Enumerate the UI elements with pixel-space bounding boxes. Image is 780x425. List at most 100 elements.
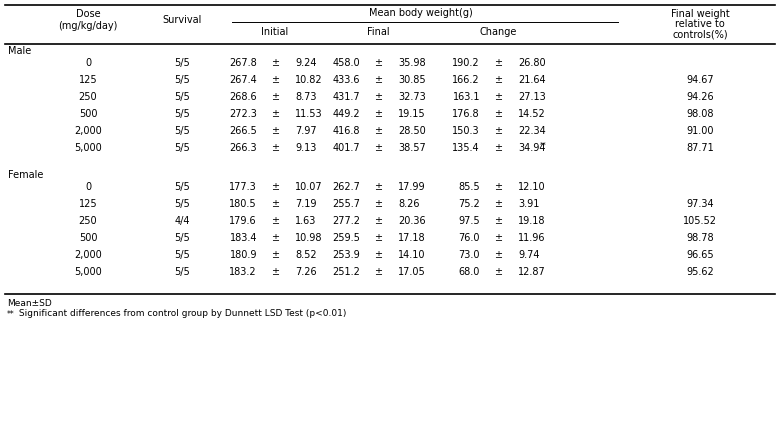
Text: 17.99: 17.99: [398, 182, 426, 192]
Text: ±: ±: [271, 233, 279, 243]
Text: 17.05: 17.05: [398, 267, 426, 277]
Text: 7.97: 7.97: [295, 126, 317, 136]
Text: 262.7: 262.7: [332, 182, 360, 192]
Text: 21.64: 21.64: [518, 75, 546, 85]
Text: 183.2: 183.2: [229, 267, 257, 277]
Text: ±: ±: [494, 233, 502, 243]
Text: ±: ±: [494, 216, 502, 226]
Text: ±: ±: [494, 109, 502, 119]
Text: 0: 0: [85, 182, 91, 192]
Text: Change: Change: [480, 27, 516, 37]
Text: 26.80: 26.80: [518, 58, 546, 68]
Text: 5/5: 5/5: [174, 267, 190, 277]
Text: 30.85: 30.85: [398, 75, 426, 85]
Text: 500: 500: [79, 109, 98, 119]
Text: 28.50: 28.50: [398, 126, 426, 136]
Text: 98.78: 98.78: [686, 233, 714, 243]
Text: 125: 125: [79, 75, 98, 85]
Text: 19.18: 19.18: [518, 216, 545, 226]
Text: ±: ±: [374, 126, 382, 136]
Text: (mg/kg/day): (mg/kg/day): [58, 21, 118, 31]
Text: 5/5: 5/5: [174, 199, 190, 209]
Text: 5/5: 5/5: [174, 143, 190, 153]
Text: 416.8: 416.8: [332, 126, 360, 136]
Text: ±: ±: [374, 233, 382, 243]
Text: 73.0: 73.0: [459, 250, 480, 260]
Text: ±: ±: [271, 199, 279, 209]
Text: 27.13: 27.13: [518, 92, 546, 102]
Text: controls(%): controls(%): [672, 29, 728, 39]
Text: ±: ±: [271, 75, 279, 85]
Text: ±: ±: [374, 58, 382, 68]
Text: 7.26: 7.26: [295, 267, 317, 277]
Text: 268.6: 268.6: [229, 92, 257, 102]
Text: 94.67: 94.67: [686, 75, 714, 85]
Text: 95.62: 95.62: [686, 267, 714, 277]
Text: 177.3: 177.3: [229, 182, 257, 192]
Text: ±: ±: [494, 182, 502, 192]
Text: 5/5: 5/5: [174, 250, 190, 260]
Text: 68.0: 68.0: [459, 267, 480, 277]
Text: 9.24: 9.24: [295, 58, 317, 68]
Text: 259.5: 259.5: [332, 233, 360, 243]
Text: ±: ±: [271, 143, 279, 153]
Text: 5/5: 5/5: [174, 126, 190, 136]
Text: 5/5: 5/5: [174, 58, 190, 68]
Text: ±: ±: [494, 199, 502, 209]
Text: ±: ±: [374, 143, 382, 153]
Text: 98.08: 98.08: [686, 109, 714, 119]
Text: 10.98: 10.98: [295, 233, 322, 243]
Text: ±: ±: [494, 126, 502, 136]
Text: ±: ±: [374, 109, 382, 119]
Text: Female: Female: [8, 170, 44, 180]
Text: 7.19: 7.19: [295, 199, 317, 209]
Text: 5/5: 5/5: [174, 182, 190, 192]
Text: Dose: Dose: [76, 9, 101, 19]
Text: ±: ±: [271, 58, 279, 68]
Text: 0: 0: [85, 58, 91, 68]
Text: Male: Male: [8, 46, 31, 56]
Text: 250: 250: [79, 92, 98, 102]
Text: 8.52: 8.52: [295, 250, 317, 260]
Text: 500: 500: [79, 233, 98, 243]
Text: 183.4: 183.4: [229, 233, 257, 243]
Text: ±: ±: [374, 216, 382, 226]
Text: Final weight: Final weight: [671, 9, 729, 19]
Text: 9.74: 9.74: [518, 250, 540, 260]
Text: 94.26: 94.26: [686, 92, 714, 102]
Text: 5,000: 5,000: [74, 267, 102, 277]
Text: ±: ±: [271, 250, 279, 260]
Text: 14.52: 14.52: [518, 109, 546, 119]
Text: ±: ±: [374, 250, 382, 260]
Text: 267.4: 267.4: [229, 75, 257, 85]
Text: 38.57: 38.57: [398, 143, 426, 153]
Text: 11.96: 11.96: [518, 233, 545, 243]
Text: 12.87: 12.87: [518, 267, 546, 277]
Text: ±: ±: [271, 109, 279, 119]
Text: 4/4: 4/4: [174, 216, 190, 226]
Text: 5,000: 5,000: [74, 143, 102, 153]
Text: 431.7: 431.7: [332, 92, 360, 102]
Text: 2,000: 2,000: [74, 250, 102, 260]
Text: 97.5: 97.5: [459, 216, 480, 226]
Text: 180.9: 180.9: [229, 250, 257, 260]
Text: 277.2: 277.2: [332, 216, 360, 226]
Text: 5/5: 5/5: [174, 75, 190, 85]
Text: 449.2: 449.2: [332, 109, 360, 119]
Text: ±: ±: [494, 92, 502, 102]
Text: 96.65: 96.65: [686, 250, 714, 260]
Text: Initial: Initial: [261, 27, 289, 37]
Text: relative to: relative to: [675, 19, 725, 29]
Text: 20.36: 20.36: [398, 216, 426, 226]
Text: 266.5: 266.5: [229, 126, 257, 136]
Text: 272.3: 272.3: [229, 109, 257, 119]
Text: 5/5: 5/5: [174, 109, 190, 119]
Text: 32.73: 32.73: [398, 92, 426, 102]
Text: ±: ±: [271, 182, 279, 192]
Text: ±: ±: [374, 182, 382, 192]
Text: 163.1: 163.1: [452, 92, 480, 102]
Text: 10.07: 10.07: [295, 182, 323, 192]
Text: 433.6: 433.6: [332, 75, 360, 85]
Text: 125: 125: [79, 199, 98, 209]
Text: ±: ±: [494, 143, 502, 153]
